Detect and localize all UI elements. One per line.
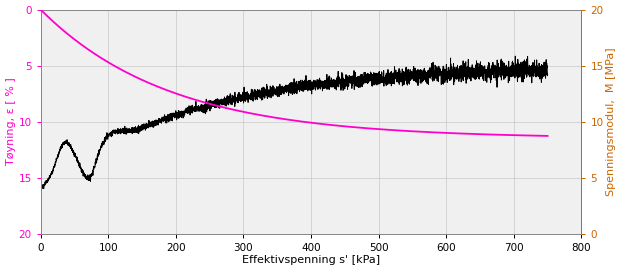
Y-axis label: Spenningsmodul,  M [MPa]: Spenningsmodul, M [MPa]	[606, 47, 616, 196]
X-axis label: Effektivspenning s' [kPa]: Effektivspenning s' [kPa]	[242, 256, 380, 265]
Y-axis label: Tøyning, ε [ % ]: Tøyning, ε [ % ]	[6, 78, 16, 166]
